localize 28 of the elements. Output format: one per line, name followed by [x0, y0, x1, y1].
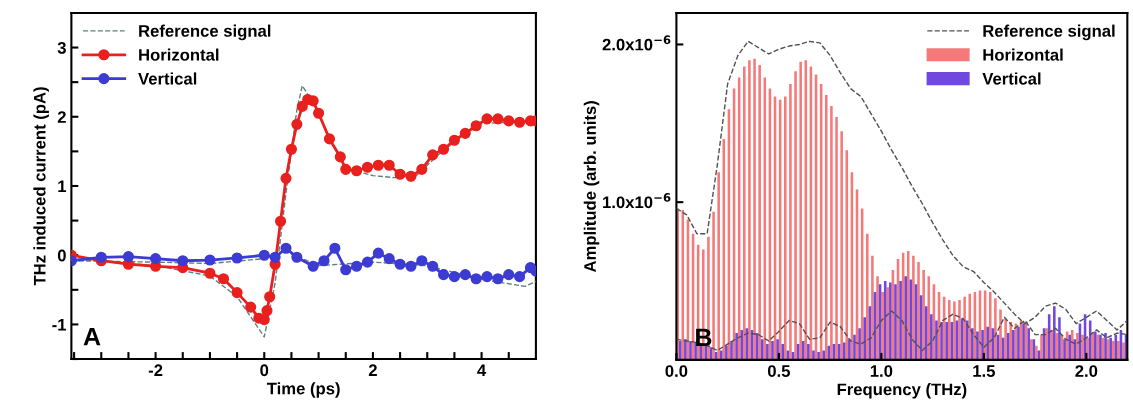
x-tick-label: 1.0 — [870, 365, 893, 377]
x-tick-label: 2.0 — [1075, 365, 1098, 377]
x-tick-label: 0.5 — [767, 365, 791, 377]
legend-label: Reference signal — [139, 24, 271, 41]
x-axis-title: Frequency (THz) — [837, 383, 967, 399]
annotation: B — [696, 328, 712, 346]
y-axis-title: THz induced current (pA) — [33, 87, 49, 286]
legend-label: Horizontal — [139, 48, 219, 61]
x-tick-label: 0.0 — [665, 365, 688, 377]
legend-label: Vertical — [982, 72, 1041, 85]
x-tick-label: 2 — [368, 364, 377, 376]
y-tick-label: 0 — [57, 249, 66, 262]
y-tick-label: 3 — [57, 41, 66, 54]
y-axis-title: Amplitude (arb. units) — [583, 101, 600, 273]
y-tick-label: 1.0x10$^{−6}$ — [603, 193, 671, 209]
y-tick-label: -1 — [52, 319, 67, 331]
x-tick-label: 1.5 — [973, 365, 995, 377]
legend-label: Vertical — [138, 72, 197, 85]
y-tick-label: 2.0x10$^{−6}$ — [602, 35, 671, 51]
y-tick-label: 2 — [57, 111, 66, 123]
legend-label: Horizontal — [983, 48, 1063, 61]
x-tick-label: 0 — [260, 364, 269, 377]
x-tick-label: 4 — [477, 364, 487, 376]
x-tick-label: -2 — [148, 364, 163, 376]
annotation: A — [83, 327, 101, 346]
legend-label: Reference signal — [983, 24, 1115, 41]
x-axis-title: Time (ps) — [266, 382, 340, 398]
y-tick-label: 1 — [58, 180, 67, 193]
